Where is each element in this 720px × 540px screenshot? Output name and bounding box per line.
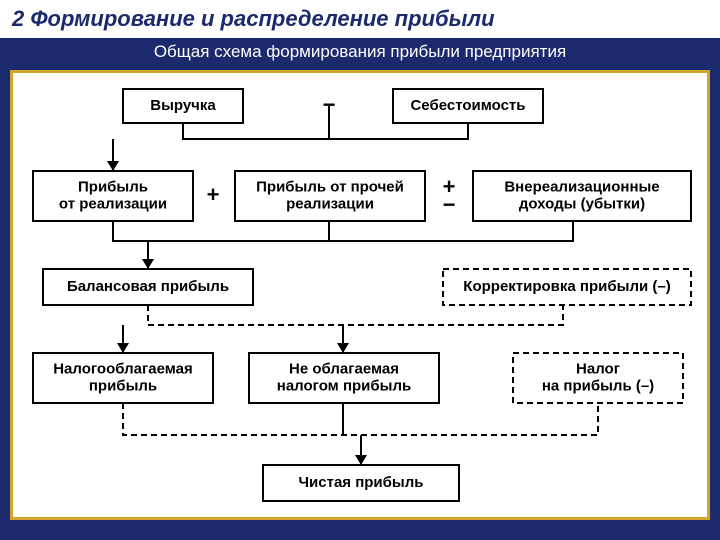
- flowchart-container: Выручка Себестоимость Прибыльот реализации…: [10, 70, 710, 520]
- arrowhead-icon: [117, 343, 129, 353]
- operator-label: −: [323, 92, 336, 117]
- flow-node-label: доходы (убытки): [519, 195, 645, 212]
- slide-subtitle: Общая схема формирования прибыли предпри…: [0, 38, 720, 70]
- flow-connector: [148, 305, 563, 325]
- flowchart-svg: Выручка Себестоимость Прибыльот реализации…: [13, 73, 709, 523]
- flow-node-label: Себестоимость: [410, 97, 525, 114]
- flow-node-label: от реализации: [59, 195, 167, 212]
- flow-node-label: Корректировка прибыли (–): [463, 278, 670, 295]
- operator-label: +: [207, 182, 220, 207]
- flow-node-label: Балансовая прибыль: [67, 278, 229, 295]
- flow-node-label: налогом прибыль: [277, 377, 411, 394]
- flow-node-label: Налог: [576, 360, 620, 377]
- flow-node-label: реализации: [286, 195, 374, 212]
- flow-node-label: прибыль: [89, 377, 157, 394]
- arrowhead-icon: [107, 161, 119, 171]
- flow-node-label: Не облагаемая: [289, 360, 399, 377]
- arrowhead-icon: [355, 455, 367, 465]
- flow-node-label: Внереализационные: [504, 178, 659, 195]
- flow-node-label: Чистая прибыль: [299, 474, 424, 491]
- flow-node-label: Прибыль от прочей: [256, 178, 404, 195]
- operator-label: −: [443, 192, 456, 217]
- flow-node-label: Выручка: [150, 97, 216, 114]
- flow-connector: [123, 403, 598, 435]
- arrowhead-icon: [142, 259, 154, 269]
- flow-node-label: на прибыль (–): [542, 377, 654, 394]
- flow-node-label: Прибыль: [78, 178, 148, 195]
- flow-connector: [183, 123, 468, 139]
- flow-node-label: Налогооблагаемая: [53, 360, 193, 377]
- flow-connector: [113, 221, 573, 241]
- arrowhead-icon: [337, 343, 349, 353]
- slide-title: 2 Формирование и распределение прибыли: [0, 0, 720, 38]
